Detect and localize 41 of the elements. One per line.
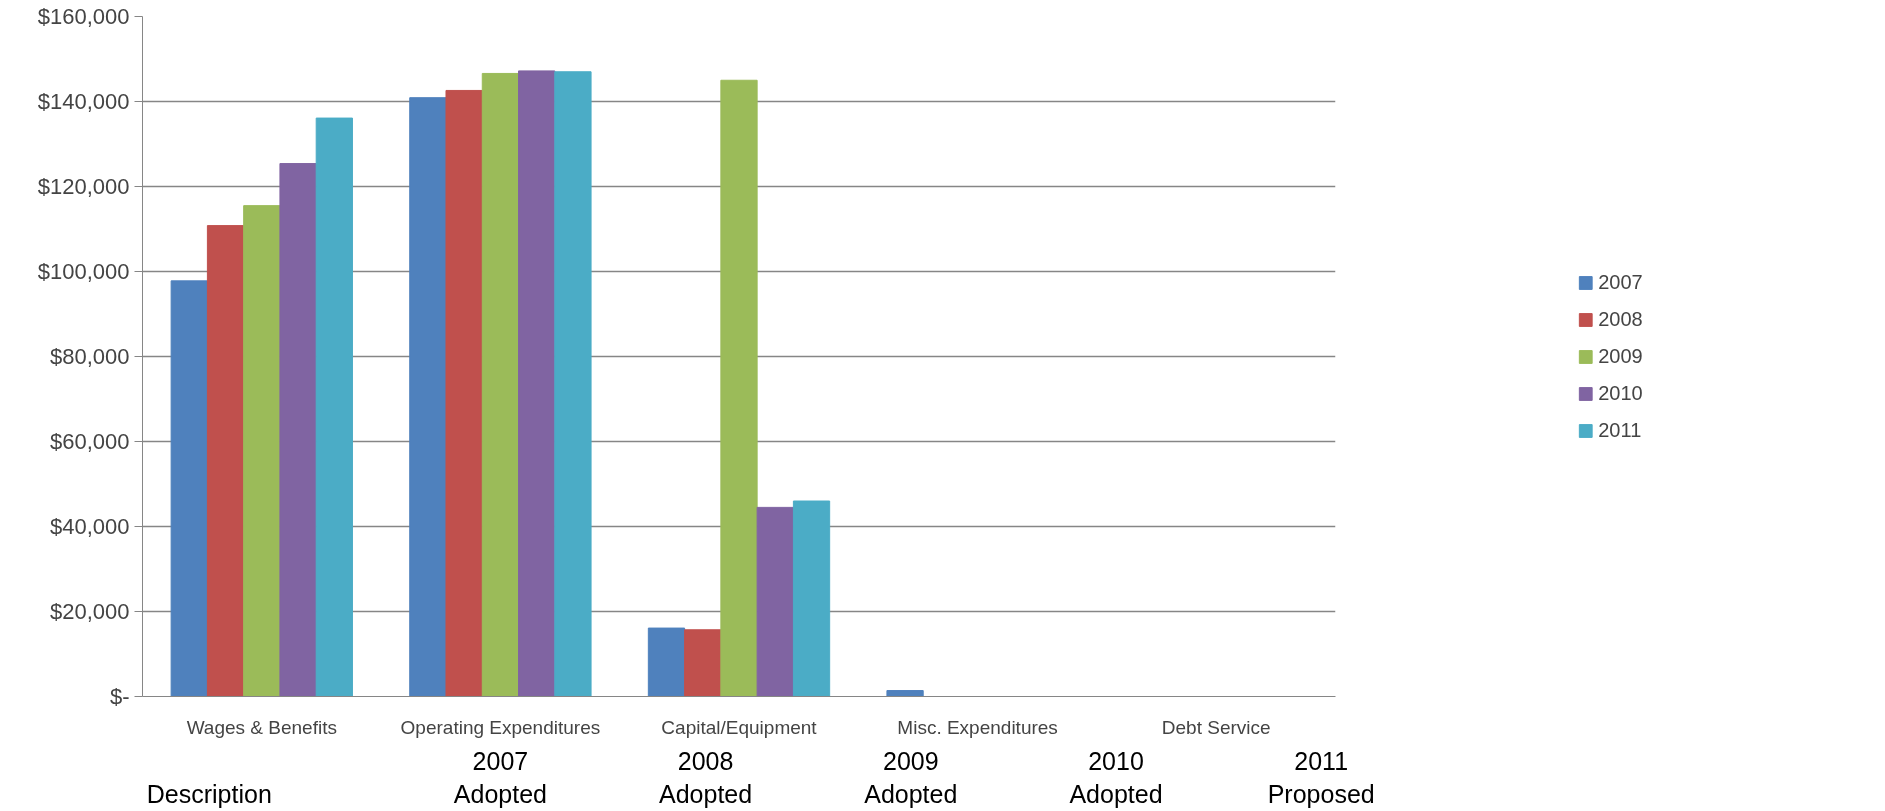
text: Description [146, 780, 272, 809]
y-tick-label: $- [109, 684, 130, 709]
bar [518, 70, 556, 697]
text: 2008 Adopted [659, 746, 753, 809]
y-tick-label: $20,000 [49, 599, 130, 624]
bar [279, 163, 317, 697]
bar [647, 627, 686, 697]
bar [684, 629, 722, 697]
bar [243, 205, 281, 697]
y-tick-label: $80,000 [49, 344, 130, 369]
legend-label: 2007 [1598, 270, 1643, 294]
y-tick-label: $40,000 [49, 514, 130, 539]
legend-label: 2008 [1598, 307, 1643, 331]
bar [315, 117, 353, 697]
bar [792, 500, 831, 697]
text: 2011 Proposed [1267, 746, 1375, 809]
x-tick-label: Misc. Expenditures [897, 716, 1058, 738]
legend-label: 2011 [1598, 418, 1642, 442]
bar [481, 72, 520, 697]
bar [170, 280, 208, 697]
text: 2010 Adopted [1069, 746, 1163, 809]
legend-label: 2010 [1598, 381, 1643, 405]
y-tick-label: $60,000 [49, 429, 130, 454]
x-tick-label: Operating Expenditures [400, 716, 601, 738]
y-tick-label: $100,000 [37, 259, 130, 284]
bar [409, 97, 447, 697]
bar [206, 225, 245, 697]
x-tick-label: Capital/Equipment [661, 716, 818, 738]
text: 2009 Adopted [864, 746, 958, 809]
bar [720, 79, 758, 697]
legend-label: 2009 [1598, 344, 1643, 368]
y-tick-label: $140,000 [37, 89, 130, 114]
y-tick-label: $160,000 [37, 4, 130, 29]
x-tick-label: Debt Service [1161, 716, 1271, 738]
bar [886, 690, 924, 697]
bar [756, 506, 794, 697]
y-tick-label: $120,000 [37, 174, 130, 199]
x-tick-label: Wages & Benefits [186, 716, 337, 738]
bar [554, 71, 592, 697]
bar [445, 89, 483, 697]
text: 2007 Adopted [453, 746, 547, 809]
